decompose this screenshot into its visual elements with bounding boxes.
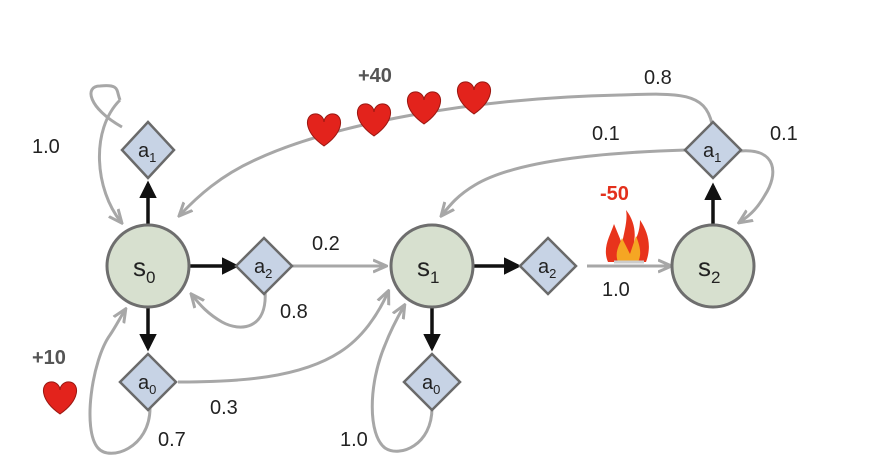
prob-s0-a1-self: 1.0 [32, 136, 60, 158]
action-subscript: 0 [149, 382, 156, 397]
state-label: s [133, 252, 146, 282]
state-subscript: 0 [146, 268, 155, 287]
action-label: a [138, 372, 150, 394]
prob-s0-a0-self: 0.7 [158, 429, 186, 451]
action-subscript: 1 [714, 150, 721, 165]
heart-icon [406, 91, 442, 125]
action-subscript: 1 [149, 150, 156, 165]
action-s0-a0: a0 [118, 352, 178, 412]
prob-s1-a2-to-s2: 1.0 [602, 279, 630, 301]
prob-s0-a2-to-s0: 0.8 [280, 301, 308, 323]
state-s2: s2 [670, 223, 756, 309]
heart-icon [42, 381, 78, 415]
state-subscript: 1 [430, 268, 439, 287]
action-s2-a1: a1 [683, 120, 743, 180]
transition-s0-a2-to-s0 [192, 289, 267, 329]
svg-text:s1: s1 [417, 252, 439, 287]
action-s0-a1: a1 [120, 120, 176, 180]
fire-icon [605, 210, 649, 264]
action-s1-a0: a0 [402, 352, 462, 412]
transition-s0-a1-self [89, 84, 122, 222]
svg-text:a1: a1 [138, 140, 156, 165]
reward-plus-10: +10 [32, 347, 66, 369]
transition-s2-a1-self [740, 149, 775, 222]
action-label: a [254, 256, 266, 278]
prob-s2-a1-self: 0.1 [770, 123, 798, 145]
transition-s2-a1-to-s0 [180, 92, 714, 215]
transition-s0-a0-to-s1 [177, 292, 388, 384]
prob-s2-a1-to-s1: 0.1 [592, 123, 620, 145]
action-subscript: 0 [433, 382, 440, 397]
svg-text:a2: a2 [538, 256, 556, 281]
prob-s0-a2-to-s1: 0.2 [312, 233, 340, 255]
reward-plus-40: +40 [358, 65, 392, 87]
action-s0-a2: a2 [234, 236, 294, 296]
heart-icon [356, 103, 392, 137]
heart-icon [456, 81, 492, 115]
prob-s2-a1-to-s0: 0.8 [644, 67, 672, 89]
svg-text:a1: a1 [703, 140, 721, 165]
svg-text:a2: a2 [254, 256, 272, 281]
state-label: s [417, 252, 430, 282]
hearts-group [306, 81, 492, 147]
action-label: a [138, 140, 150, 162]
transition-s1-a0-self [370, 306, 434, 453]
action-label: a [703, 140, 715, 162]
heart-icon [306, 113, 342, 147]
state-subscript: 2 [711, 268, 720, 287]
state-s0: s0 [105, 223, 191, 309]
svg-text:s0: s0 [133, 252, 155, 287]
transition-s2-a1-to-s1 [442, 148, 687, 215]
action-subscript: 2 [549, 266, 556, 281]
action-label: a [422, 372, 434, 394]
svg-text:a0: a0 [138, 372, 156, 397]
action-subscript: 2 [265, 266, 272, 281]
transition-s0-a0-self [88, 310, 152, 455]
state-s1: s1 [389, 223, 475, 309]
prob-s0-a0-to-s1: 0.3 [210, 397, 238, 419]
prob-s1-a0-self: 1.0 [340, 429, 368, 451]
action-s1-a2: a2 [518, 236, 578, 296]
action-label: a [538, 256, 550, 278]
state-label: s [698, 252, 711, 282]
svg-text:a0: a0 [422, 372, 440, 397]
svg-text:s2: s2 [698, 252, 720, 287]
reward-minus-50: -50 [600, 183, 629, 205]
